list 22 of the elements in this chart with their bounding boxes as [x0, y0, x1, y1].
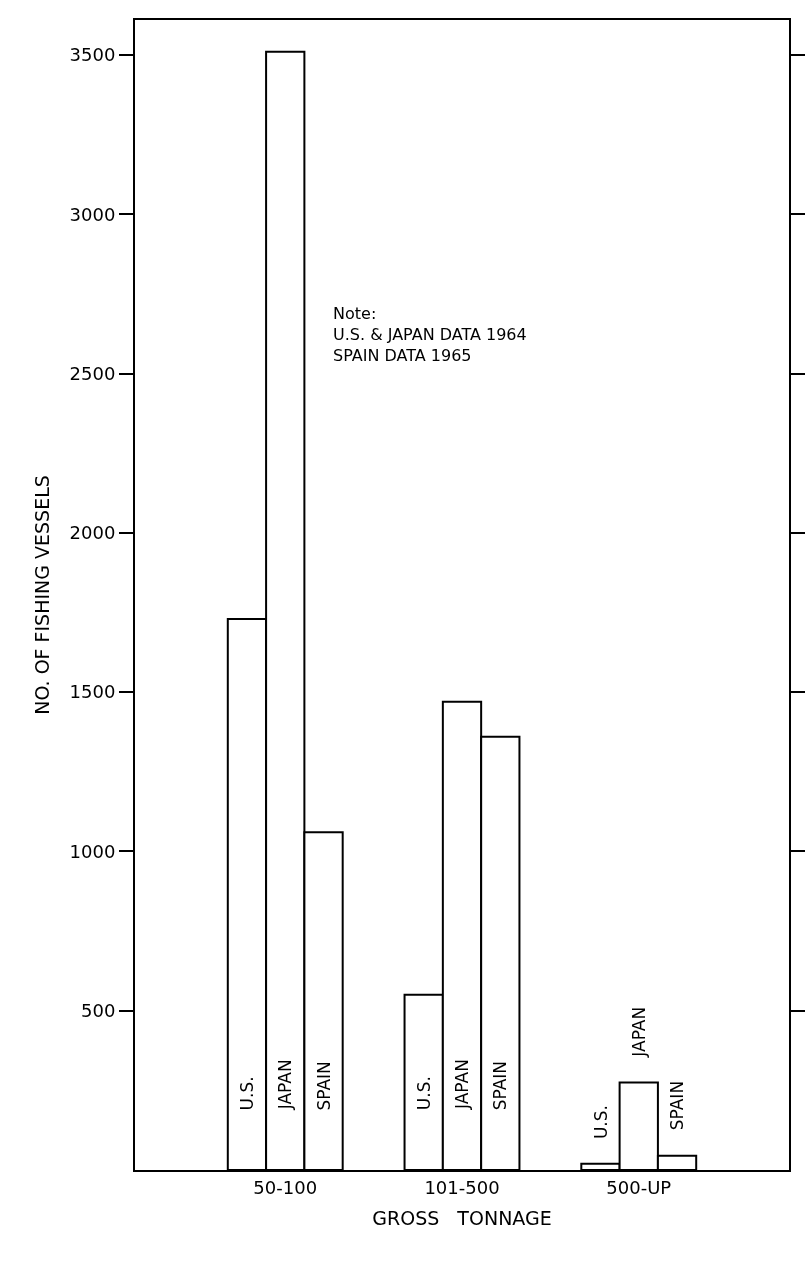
- y-tick-label: 3500: [69, 44, 116, 66]
- text: JAPAN: [452, 1059, 472, 1109]
- text: SPAIN: [490, 1060, 511, 1111]
- series-label: JAPAN: [275, 1059, 296, 1111]
- y-tick-label: 1500: [69, 681, 116, 703]
- text: U.S.: [590, 1105, 611, 1140]
- y-tick-label: 3000: [69, 203, 116, 225]
- series-label: SPAIN: [313, 1061, 334, 1111]
- y-tick-label: 500: [81, 1000, 116, 1022]
- series-label: U.S.: [237, 1076, 258, 1111]
- y-tick-label: 2000: [69, 522, 116, 544]
- annotation: Note: U.S. & JAPAN DATA 1964 SPAIN DATA 1965: [333, 304, 527, 365]
- y-axis-title: NO. OF FISHING VESSELS: [30, 475, 53, 715]
- text: SPAIN: [666, 1080, 687, 1131]
- text: JAPAN: [628, 1006, 649, 1057]
- x-axis-title: GROSS TONNAGE: [372, 1206, 552, 1229]
- x-tick-label: 50-100: [253, 1176, 318, 1198]
- text: U.S.: [414, 1076, 435, 1111]
- y-tick-label: 2500: [69, 362, 116, 384]
- x-tick-label: 500-UP: [606, 1176, 672, 1198]
- x-tick-label: 101-500: [424, 1176, 500, 1198]
- y-tick-label: 1000: [69, 840, 116, 862]
